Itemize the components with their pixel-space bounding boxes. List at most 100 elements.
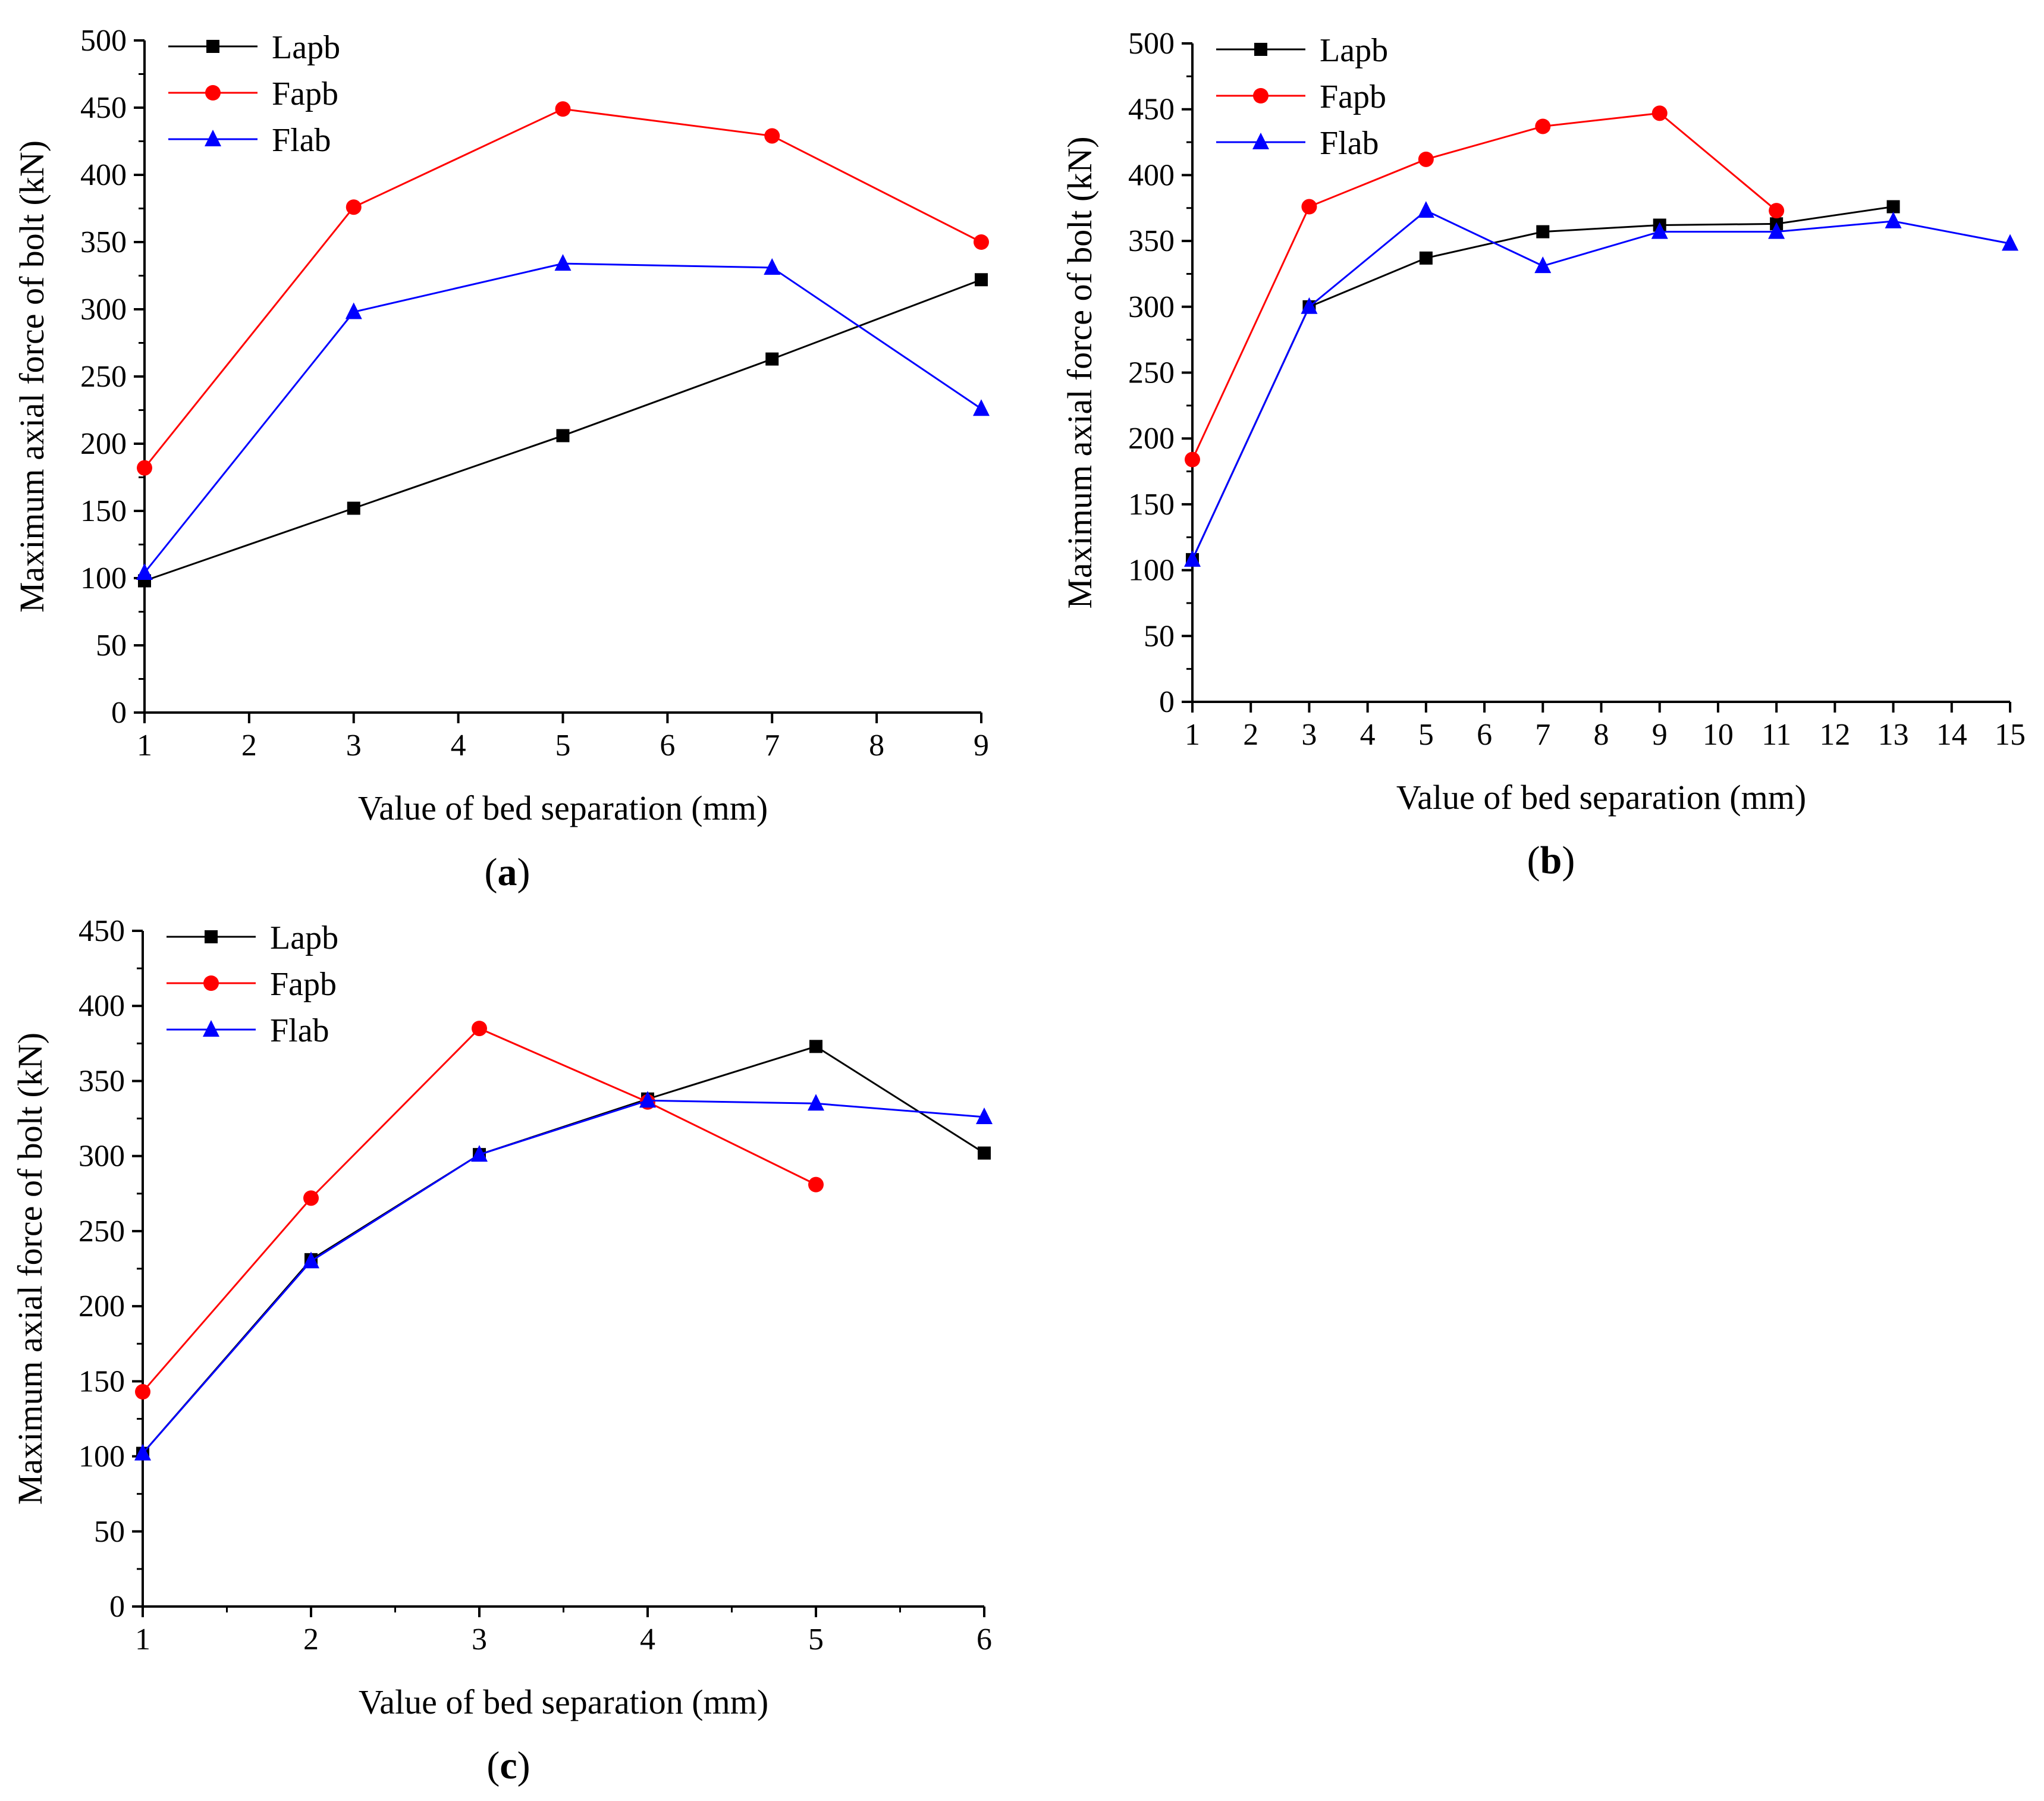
legend-marker	[203, 1020, 219, 1037]
legend-marker	[203, 975, 219, 991]
data-point-fapb	[346, 199, 362, 215]
data-point-flab	[1417, 201, 1434, 218]
x-tick-label: 7	[1535, 718, 1550, 752]
y-tick-label: 400	[80, 158, 127, 192]
y-tick-label: 0	[1159, 685, 1175, 719]
data-point-flab	[1651, 222, 1668, 239]
data-point-lapb	[809, 1040, 822, 1053]
y-tick-label: 450	[1128, 93, 1175, 127]
data-point-flab	[2002, 234, 2018, 251]
x-axis-title: Value of bed separation (mm)	[359, 1683, 768, 1721]
y-tick-label: 250	[1128, 356, 1175, 390]
y-tick-label: 150	[1128, 488, 1175, 522]
data-point-flab	[303, 1251, 319, 1269]
y-tick-label: 0	[111, 696, 127, 730]
data-point-flab	[1768, 222, 1785, 239]
panel-c: 0 50 100 150 200 250 300 350 400 450 1 2 3 4 5 6 Value o…	[11, 914, 993, 1787]
y-tick-label: 300	[1128, 290, 1175, 324]
panel-label: (c)	[486, 1744, 530, 1787]
series-line-flab	[1191, 209, 2011, 560]
x-tick-label: 2	[241, 729, 257, 763]
series-lapb	[138, 273, 988, 588]
data-point-fapb	[974, 234, 989, 250]
y-tick-label: 350	[1128, 224, 1175, 258]
y-tick-label: 250	[80, 360, 127, 394]
x-tick-label: 1	[135, 1623, 150, 1656]
data-point-fapb	[1301, 199, 1317, 215]
panel-label-close: )	[517, 851, 530, 894]
panel-label-close: )	[517, 1744, 530, 1787]
legend-label: Fapb	[270, 966, 337, 1003]
data-point-fapb	[808, 1176, 824, 1193]
x-tick-label: 8	[869, 729, 884, 763]
data-point-fapb	[472, 1021, 487, 1037]
x-tick-label: 9	[1652, 718, 1668, 752]
x-tick-label: 7	[764, 729, 780, 763]
legend-label: Flab	[270, 1012, 329, 1049]
y-tick-label: 0	[109, 1590, 125, 1624]
data-point-fapb	[1535, 118, 1551, 134]
legend-marker	[206, 40, 219, 53]
data-point-fapb	[764, 128, 780, 144]
data-point-lapb	[347, 501, 360, 515]
x-tick-label: 4	[640, 1623, 655, 1656]
series-lapb	[1186, 200, 1900, 566]
y-tick-label: 200	[1128, 422, 1175, 456]
data-point-lapb	[556, 429, 570, 443]
legend-marker	[1252, 133, 1269, 149]
data-point-fapb	[1185, 451, 1200, 467]
data-point-lapb	[978, 1146, 991, 1160]
data-point-flab	[345, 302, 362, 319]
x-tick-label: 5	[555, 729, 571, 763]
x-tick-label: 2	[1243, 718, 1258, 752]
legend-label: Fapb	[272, 76, 338, 112]
legend-label: Lapb	[272, 29, 340, 66]
data-point-fapb	[303, 1190, 319, 1206]
y-tick-label: 450	[80, 91, 127, 125]
x-tick-label: 4	[1360, 718, 1376, 752]
y-axis-title: Maximum axial force of bolt (kN)	[1060, 136, 1099, 608]
series-flab	[1184, 201, 2018, 567]
series-line-fapb	[143, 108, 982, 469]
y-axis-title: Maximum axial force of bolt (kN)	[11, 1033, 49, 1505]
y-tick-label: 350	[79, 1064, 125, 1098]
data-point-flab	[134, 1444, 151, 1461]
panel-label-open: (	[486, 1744, 500, 1787]
data-point-flab	[136, 563, 153, 580]
data-point-fapb	[555, 101, 571, 117]
series-flab	[134, 1091, 993, 1461]
x-tick-label: 1	[1185, 718, 1200, 752]
panel-label: (b)	[1527, 839, 1575, 882]
data-point-flab	[639, 1091, 656, 1108]
data-point-fapb	[135, 1384, 150, 1400]
y-tick-label: 150	[80, 494, 127, 528]
x-tick-label: 3	[472, 1623, 487, 1656]
x-tick-label: 4	[451, 729, 466, 763]
legend: Lapb Fapb Flab	[167, 920, 338, 1049]
series-fapb	[135, 1021, 824, 1400]
data-point-flab	[554, 254, 572, 271]
data-point-flab	[471, 1145, 488, 1162]
panel-label-close: )	[1562, 839, 1575, 882]
y-tick-label: 100	[1128, 554, 1175, 588]
panel-label-letter: a	[498, 851, 517, 894]
y-tick-label: 50	[96, 629, 127, 663]
panel-label-letter: b	[1540, 839, 1562, 882]
legend-label: Flab	[272, 122, 331, 159]
data-point-fapb	[137, 460, 152, 476]
legend: Lapb Fapb Flab	[1216, 32, 1388, 162]
y-tick-label: 150	[79, 1364, 125, 1398]
legend-marker	[205, 930, 218, 943]
data-point-flab	[1534, 256, 1552, 274]
y-tick-label: 250	[79, 1215, 125, 1248]
series-fapb	[1185, 105, 1785, 467]
series-flab	[136, 254, 990, 580]
data-point-flab	[808, 1094, 824, 1111]
legend-label: Flab	[1320, 125, 1379, 162]
data-point-lapb	[765, 352, 779, 366]
panel-label-open: (	[1527, 839, 1540, 882]
y-tick-label: 400	[79, 989, 125, 1023]
data-point-fapb	[1769, 203, 1785, 219]
y-tick-label: 50	[1144, 619, 1175, 653]
